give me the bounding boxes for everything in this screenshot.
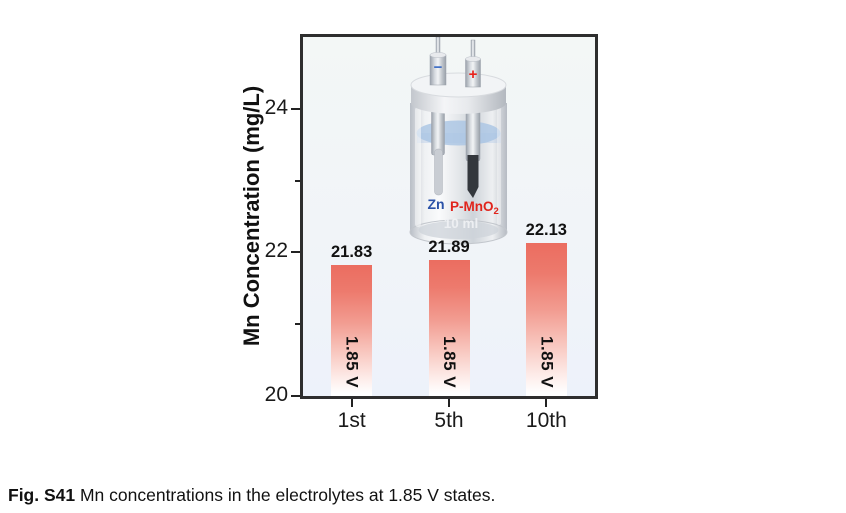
volume-label: 10 ml bbox=[444, 216, 479, 231]
bar-fill bbox=[428, 260, 470, 396]
bar-value-label: 21.83 bbox=[331, 242, 373, 261]
y-tick-minor bbox=[295, 179, 300, 182]
bar: 1.85 V bbox=[525, 243, 567, 396]
pmno2-electrode bbox=[465, 100, 481, 198]
negative-terminal: − bbox=[429, 37, 447, 86]
x-tick-label: 10th bbox=[525, 409, 567, 432]
zn-electrode bbox=[431, 100, 445, 196]
y-tick-major bbox=[291, 251, 300, 254]
zn-label: Zn bbox=[427, 196, 444, 212]
y-tick-minor bbox=[295, 323, 300, 326]
y-axis-title: Mn Concentration (mg/L) bbox=[239, 85, 264, 347]
bar-voltage-label: 1.85 V bbox=[440, 335, 459, 388]
y-tick-major bbox=[291, 107, 300, 110]
x-tick bbox=[545, 399, 548, 407]
plus-sign: + bbox=[469, 66, 478, 83]
y-tick-label: 24 bbox=[264, 95, 288, 119]
y-tick-label: 22 bbox=[264, 239, 288, 263]
bar-fill bbox=[525, 243, 567, 396]
figure-caption: Fig. S41 Mn concentrations in the electr… bbox=[8, 485, 495, 506]
bar: 1.85 V bbox=[428, 260, 470, 396]
bar-value-label: 22.13 bbox=[525, 221, 567, 240]
vial-lid bbox=[410, 72, 507, 114]
y-tick-major bbox=[291, 395, 300, 397]
electrochemical-cell-inset: − + Zn P-MnO2 10 ml bbox=[409, 37, 508, 245]
glass-highlight bbox=[415, 107, 421, 227]
x-tick bbox=[350, 399, 353, 407]
bar-fill bbox=[331, 264, 373, 396]
positive-terminal: + bbox=[465, 39, 481, 88]
x-tick-label: 5th bbox=[434, 409, 464, 432]
bar: 1.85 V bbox=[331, 264, 373, 396]
y-tick-label: 20 bbox=[264, 383, 288, 406]
glass-highlight bbox=[497, 107, 501, 225]
x-tick bbox=[448, 399, 450, 407]
caption-text: Mn concentrations in the electrolytes at… bbox=[75, 485, 496, 505]
plot-area: − + Zn P-MnO2 10 ml 1.85 V 21.83 1.85 V 21.… bbox=[300, 34, 598, 399]
x-tick-label: 1st bbox=[337, 409, 366, 432]
bar-value-label: 21.89 bbox=[428, 238, 470, 257]
bar-voltage-label: 1.85 V bbox=[537, 335, 557, 388]
bar-voltage-label: 1.85 V bbox=[342, 335, 362, 388]
pmno2-label: P-MnO2 bbox=[450, 199, 499, 217]
minus-sign: − bbox=[434, 59, 443, 76]
electrolyte-liquid bbox=[416, 120, 501, 146]
caption-figure-number: Fig. S41 bbox=[8, 485, 76, 505]
